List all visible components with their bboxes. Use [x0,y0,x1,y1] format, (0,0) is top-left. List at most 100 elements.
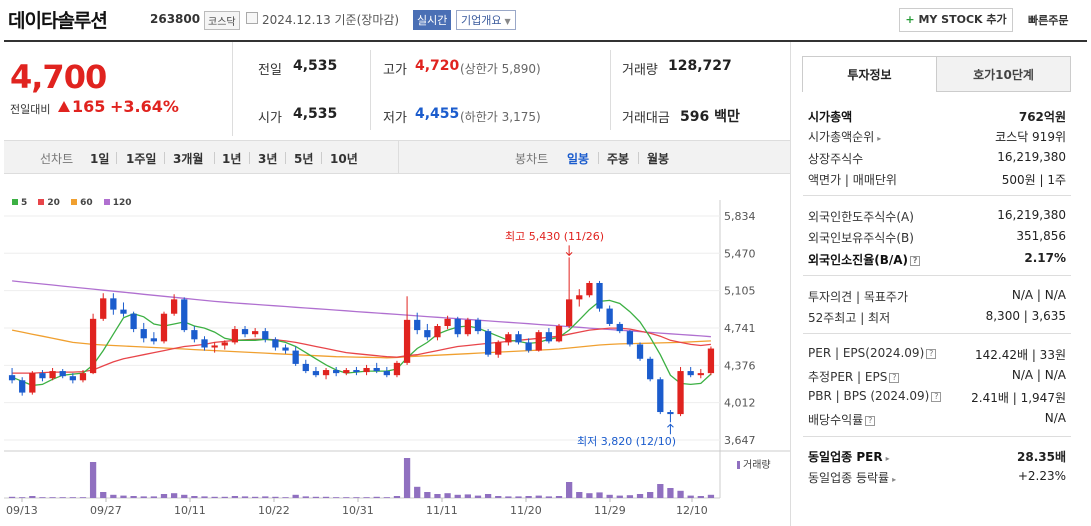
info-label: PER | EPS(2024.09)? [808,346,937,360]
candle-body [495,342,502,355]
legend-ma20: 20 [38,198,60,208]
info-row-dividend: 배당수익률? N/A [808,409,1066,430]
help-icon[interactable]: ? [926,348,937,359]
candle-body [79,373,87,381]
x-tick-label: 10/31 [342,504,374,517]
period-tab-5y[interactable]: 5년 [294,152,314,166]
quote-date: 2024.12.13 기준(장마감) [262,13,400,27]
info-row-sector-change[interactable]: 동일업종 등락률 ▸ +2.23% [808,467,1066,488]
info-row-foreign-limit: 외국인한도주식수(A) 16,219,380 [808,206,1066,227]
stock-name: 데이타솔루션 [8,10,108,32]
volume-bar [150,496,158,498]
quote-divider [610,50,611,130]
info-label: 동일업종 PER ▸ [808,448,890,465]
tab-hoga-10[interactable]: 호가10단계 [936,56,1071,92]
candle-body [586,282,593,296]
x-tick-label: 09/13 [6,504,38,517]
info-label: 동일업종 등락률 ▸ [808,469,896,486]
info-label: 외국인보유주식수(B) [808,231,914,245]
period-tab-10y[interactable]: 10년 [330,152,358,166]
legend-ma5-label: 5 [21,198,28,208]
candle-body [687,371,694,376]
volume-bar [160,494,168,498]
help-icon[interactable]: ? [931,391,942,402]
volume-legend-swatch [737,461,740,469]
amount-value: 596 백만 [680,106,740,126]
realtime-button[interactable]: 실시간 [413,10,452,30]
volume-bar [454,494,461,498]
tab-separator [321,152,322,164]
period-tab-1d[interactable]: 1일 [90,152,110,166]
info-row-foreign-ratio: 외국인소진율(B/A)? 2.17% [808,249,1066,270]
volume-bar [29,496,36,498]
period-tab-1w[interactable]: 1주일 [126,152,157,166]
period-tab-1y[interactable]: 1년 [222,152,242,166]
help-icon[interactable]: ? [910,255,921,266]
up-triangle-icon [58,101,70,112]
volume-bar [231,496,239,498]
info-label-text: 시가총액순위 [808,130,875,144]
volume-bar [89,462,97,498]
volume-bar [484,494,492,498]
volume-bar [687,495,694,498]
quick-order-button[interactable]: 빠른주문 [1028,14,1069,27]
info-row-cap-rank[interactable]: 시가총액순위 ▸ 코스닥 919위 [808,126,1066,147]
x-tick-label: 10/11 [174,504,206,517]
candle-body [8,375,16,381]
dropdown-arrow-icon: ▼ [504,17,511,26]
volume-bar [353,497,360,498]
candle-body [312,371,320,376]
volume-bar [170,493,178,498]
period-tab-3m[interactable]: 3개월 [173,152,204,166]
legend-ma60: 60 [71,198,93,208]
candle-chart-label: 봉차트 [515,152,549,166]
chart-tab-bar [4,140,790,174]
candle-body [262,331,269,340]
help-icon[interactable]: ? [865,415,876,426]
x-tick-label: 12/10 [676,504,708,517]
candle-tab-weekly[interactable]: 주봉 [607,152,630,166]
info-row-sector-per[interactable]: 동일업종 PER ▸ 28.35배 [808,446,1066,467]
candle-tab-monthly[interactable]: 월봉 [647,152,670,166]
chevron-right-icon: ▸ [892,475,897,484]
current-price: 4,700 [10,58,107,96]
high-label: 고가 [383,63,407,78]
change-label: 전일대비 [10,103,51,116]
add-mystock-button[interactable]: + MY STOCK 추가 [899,8,1013,32]
volume-bar [19,497,26,498]
candle-body [181,299,188,331]
x-tick-label: 11/11 [426,504,458,517]
y-tick-label: 5,105 [724,285,756,298]
company-overview-button[interactable]: 기업개요 ▼ [456,10,516,30]
legend-ma20-label: 20 [47,198,60,208]
volume-bar [434,494,441,498]
volume-bar [565,482,573,498]
volume-legend-label: 거래량 [743,459,771,471]
candle-tab-daily[interactable]: 일봉 [567,152,590,166]
volume-bar [100,492,107,498]
info-value: 28.35배 [1017,450,1066,464]
info-divider [803,436,1071,437]
period-tab-3y[interactable]: 3년 [258,152,278,166]
info-row-par: 액면가 | 매매단위 500원 | 1주 [808,169,1066,190]
volume-bar [191,496,198,498]
info-divider [803,195,1071,196]
candle-body [383,371,390,376]
tab-separator [214,152,215,164]
tab-invest-info[interactable]: 투자정보 [802,56,937,92]
info-label-text: PBR | BPS (2024.09) [808,389,930,403]
info-label-text: 외국인소진율(B/A) [808,253,909,267]
volume-bar [647,492,654,498]
market-badge: 코스닥 [204,11,240,30]
help-icon[interactable]: ? [889,372,900,383]
price-chart[interactable]: 5,834 5,470 5,105 4,741 4,376 4,012 3,647 09/1… [0,0,790,526]
candle-body [170,299,178,314]
line-chart-label: 선차트 [40,152,74,166]
candle-body [707,348,715,374]
candle-body [677,371,684,415]
volume-bar [322,496,330,498]
candle-body [140,329,147,339]
legend-ma5: 5 [12,198,27,208]
tab-separator [598,152,599,164]
volume-bar [515,496,522,498]
